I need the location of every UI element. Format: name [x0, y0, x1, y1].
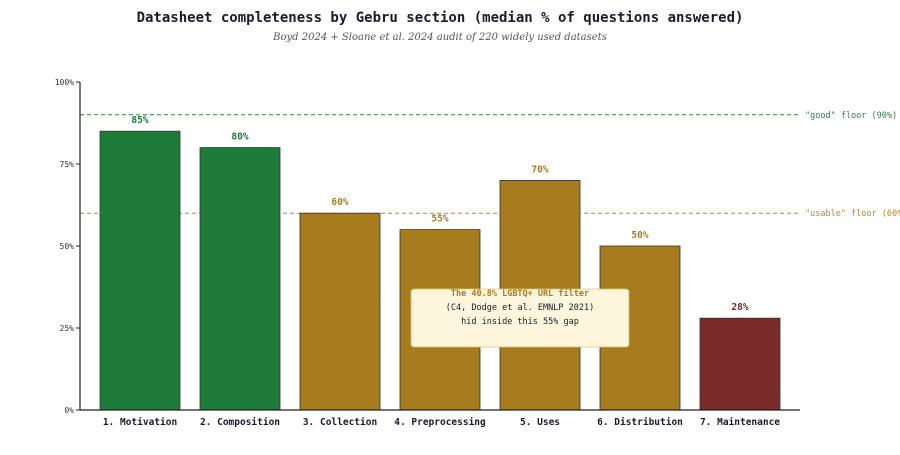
x-tick-label: 4. Preprocessing [394, 417, 486, 428]
annotation-line: The 40.8% LGBTQ+ URL filter [451, 288, 589, 299]
annotation-line: (C4, Dodge et al. EMNLP 2021) [446, 303, 594, 313]
bar [699, 317, 781, 411]
data-label: 55% [431, 214, 448, 225]
x-ticks: 1. Motivation 2. Composition 3. Collection… [103, 417, 780, 428]
data-label: 50% [631, 230, 648, 241]
bar [99, 130, 181, 411]
y-tick-label: 25% [60, 324, 75, 333]
bar [299, 212, 381, 411]
annotation-line: hid inside this 55% gap [461, 317, 579, 327]
y-tick-label: 75% [60, 160, 75, 169]
data-labels: 85% 80% 60% 55% 70% 50% 28% [131, 115, 748, 313]
data-label: 80% [231, 132, 248, 143]
data-label: 70% [531, 164, 548, 175]
x-tick-label: 7. Maintenance [700, 417, 780, 428]
reference-line-label: "usable" floor (60%) [805, 209, 900, 219]
x-tick-label: 6. Distribution [597, 417, 683, 428]
y-tick-label: 50% [60, 242, 75, 251]
x-tick-label: 1. Motivation [103, 417, 177, 428]
x-tick-label: 5. Uses [520, 417, 560, 428]
y-ticks: 0% 25% 50% 75% 100% [55, 78, 80, 415]
chart-subtitle: Boyd 2024 + Sloane et al. 2024 audit of … [272, 32, 607, 43]
annotation-background [410, 288, 630, 348]
x-tick-label: 2. Composition [200, 417, 280, 428]
bars [99, 130, 781, 411]
y-tick-label: 0% [64, 406, 74, 415]
x-tick-label: 3. Collection [303, 417, 377, 428]
data-label: 60% [331, 197, 348, 208]
reference-line-label: "good" floor (90%) [805, 111, 897, 121]
data-label: 85% [131, 115, 148, 126]
data-label: 28% [731, 302, 748, 313]
annotation-box: The 40.8% LGBTQ+ URL filter (C4, Dodge et… [410, 288, 630, 348]
bar [199, 147, 281, 411]
y-tick-label: 100% [55, 78, 74, 87]
chart-title: Datasheet completeness by Gebru section … [137, 10, 744, 26]
